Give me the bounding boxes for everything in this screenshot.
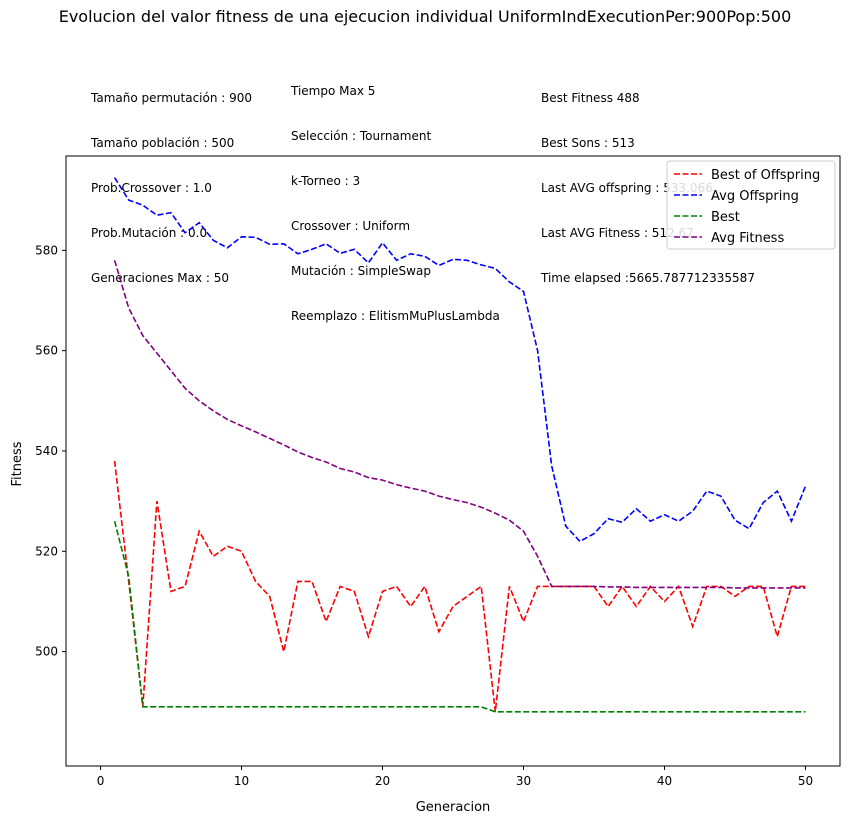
legend-label-best-of-offspring: Best of Offspring (711, 168, 820, 183)
x-tick-label: 50 (798, 774, 813, 788)
x-tick-label: 30 (516, 774, 531, 788)
chart-title: Evolucion del valor fitness de una ejecu… (58, 7, 792, 26)
results-column: Best Fitness 488 Best Sons : 513 Last AV… (541, 61, 755, 301)
info-line: Tiempo Max 5 (291, 84, 376, 98)
y-axis-label: Fitness (10, 441, 25, 486)
legend-label-best: Best (711, 210, 740, 225)
y-tick-label: 560 (35, 344, 58, 358)
info-line: Crossover : Uniform (291, 219, 411, 233)
info-line: Prob.Mutación : 0.0 (91, 226, 208, 240)
series-line-avg-offspring (113, 177, 807, 543)
legend-box (666, 160, 836, 250)
y-tick-label: 500 (35, 645, 58, 659)
info-line: Best Fitness 488 (541, 91, 640, 105)
series-line-avg-fitness (113, 260, 806, 589)
y-tick-label: 520 (35, 544, 58, 558)
x-tick-label: 20 (375, 774, 390, 788)
x-tick-label: 0 (97, 774, 105, 788)
info-line: Reemplazo : ElitismMuPlusLambda (291, 309, 500, 323)
y-tick-label: 580 (35, 243, 58, 257)
parameters-column: Tamaño permutación : 900 Tamaño població… (91, 61, 252, 301)
info-line: Mutación : SimpleSwap (291, 264, 431, 278)
x-axis-label: Generacion (416, 800, 491, 815)
operators-column: Tiempo Max 5 Selección : Tournament k-To… (291, 54, 500, 339)
series-line-best (113, 521, 806, 713)
plot-frame (65, 155, 841, 767)
info-line: Prob.Crossover : 1.0 (91, 181, 212, 195)
info-line: Generaciones Max : 50 (91, 271, 230, 285)
info-line: Selección : Tournament (291, 129, 432, 143)
legend-label-avg-offspring: Avg Offspring (711, 189, 799, 204)
y-tick-label: 540 (35, 444, 58, 458)
info-line: Tamaño población : 500 (91, 136, 235, 150)
info-line: Best Sons : 513 (541, 136, 635, 150)
info-line: k-Torneo : 3 (291, 174, 361, 188)
x-tick-label: 10 (234, 774, 249, 788)
legend-label-avg-fitness: Avg Fitness (711, 231, 784, 246)
info-line: Tamaño permutación : 900 (91, 91, 253, 105)
info-line: Time elapsed :5665.787712335587 (541, 271, 755, 285)
x-tick-label: 40 (657, 774, 672, 788)
series-line-best-of-offspring (113, 460, 806, 712)
